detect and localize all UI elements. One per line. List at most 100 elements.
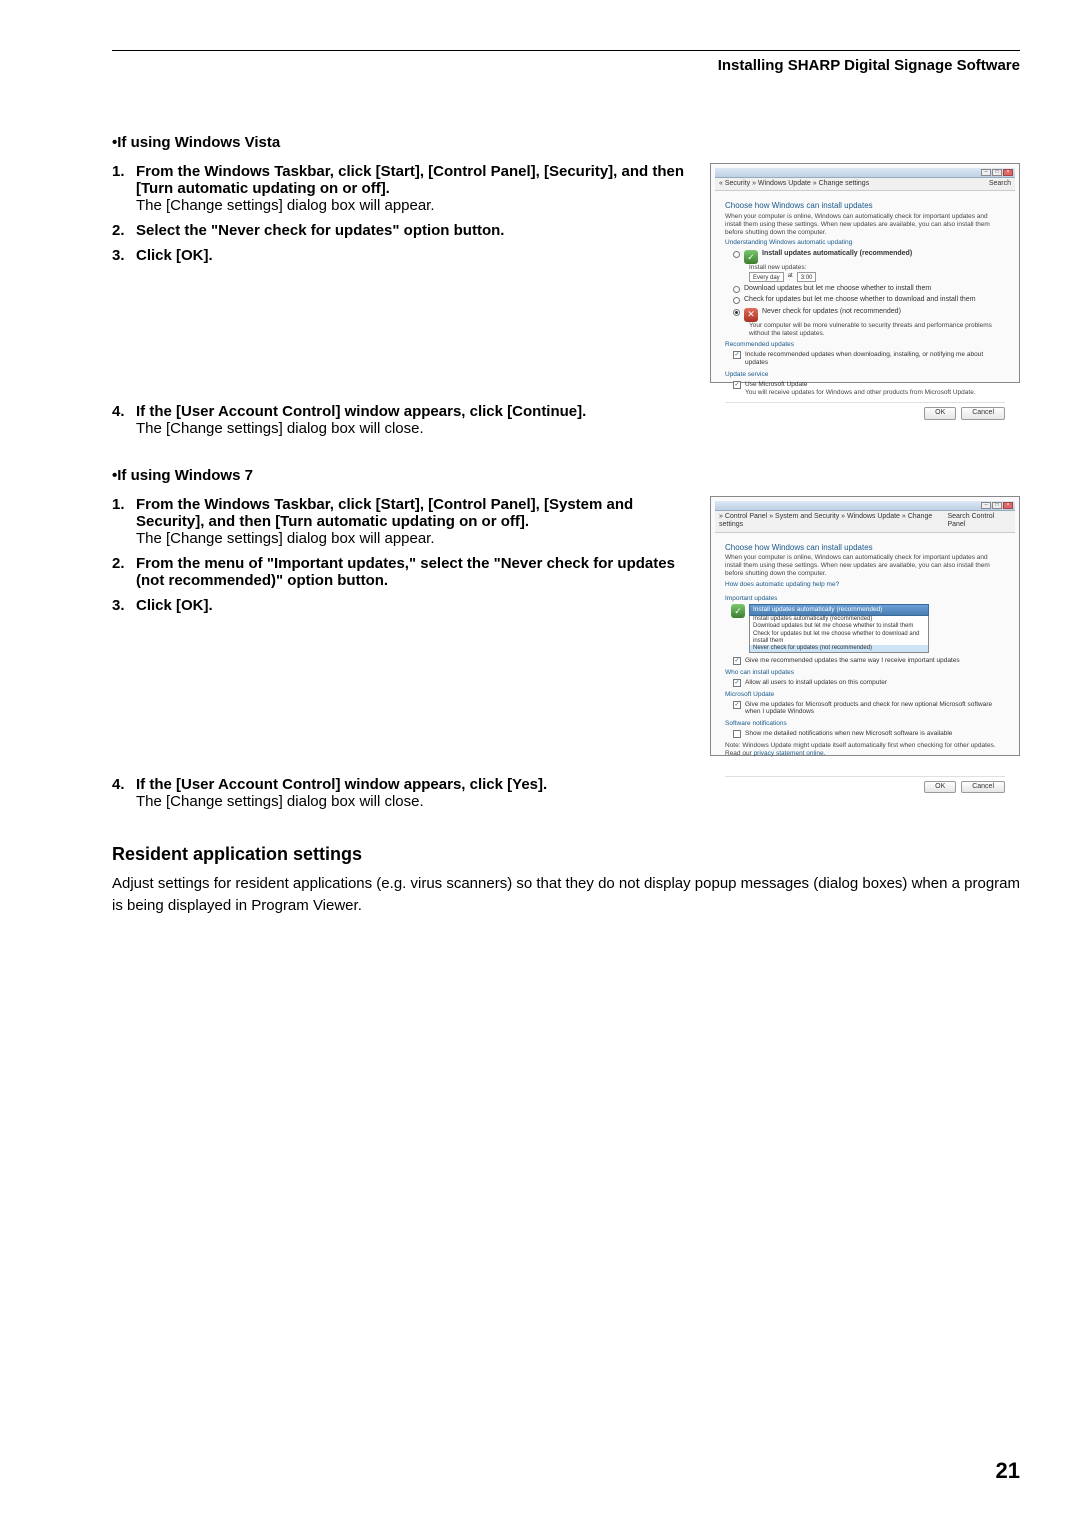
dropdown-item: Check for updates but let me choose whet… bbox=[750, 631, 928, 645]
breadcrumb: » Control Panel » System and Security » … bbox=[715, 511, 1015, 533]
header-rule bbox=[112, 50, 1020, 51]
dialog-buttons: OK Cancel bbox=[725, 776, 1005, 793]
radio-option: Check for updates but let me choose whet… bbox=[733, 296, 1005, 304]
vista-dialog-screenshot: – □ × « Security » Windows Update » Chan… bbox=[710, 163, 1020, 383]
option-sub: You will receive updates for Windows and… bbox=[745, 389, 1005, 397]
list-item: 3. Click [OK]. bbox=[112, 597, 694, 614]
checkbox-label: Show me detailed notifications when new … bbox=[745, 730, 952, 738]
radio-label: Install updates automatically (recommend… bbox=[762, 250, 912, 258]
dropdown-list: Install updates automatically (recommend… bbox=[749, 616, 929, 653]
shield-warning-icon: ✕ bbox=[744, 308, 758, 322]
step-bold: Click [OK]. bbox=[136, 247, 213, 264]
window-titlebar: – □ × bbox=[715, 501, 1015, 511]
dialog-intro: When your computer is online, Windows ca… bbox=[725, 213, 1005, 236]
step-number: 3. bbox=[112, 247, 136, 264]
close-icon: × bbox=[1003, 502, 1013, 509]
maximize-icon: □ bbox=[992, 502, 1002, 509]
radio-label: Download updates but let me choose wheth… bbox=[744, 285, 931, 293]
document-page: Installing SHARP Digital Signage Softwar… bbox=[0, 0, 1080, 1524]
page-header-title: Installing SHARP Digital Signage Softwar… bbox=[112, 57, 1020, 74]
radio-option: ✓ Install updates automatically (recomme… bbox=[733, 250, 1005, 264]
dropdown-item: Never check for updates (not recommended… bbox=[750, 645, 928, 652]
checkbox-icon bbox=[733, 730, 741, 738]
step-number: 1. bbox=[112, 163, 136, 180]
step-number: 4. bbox=[112, 776, 136, 793]
resident-section-title: Resident application settings bbox=[112, 844, 1020, 865]
vista-steps: 1. From the Windows Taskbar, click [Star… bbox=[112, 163, 694, 264]
step-bold: From the Windows Taskbar, click [Start],… bbox=[136, 163, 684, 197]
checkbox-label: Use Microsoft Update bbox=[745, 381, 808, 389]
radio-option: ✕ Never check for updates (not recommend… bbox=[733, 308, 1005, 322]
cancel-button: Cancel bbox=[961, 407, 1005, 419]
checkbox-icon: ✓ bbox=[733, 657, 741, 665]
checkbox-icon: ✓ bbox=[733, 679, 741, 687]
dialog-title: Choose how Windows can install updates bbox=[725, 201, 1005, 211]
section-heading: Microsoft Update bbox=[725, 691, 1005, 699]
checkbox-row: ✓ Allow all users to install updates on … bbox=[733, 679, 1005, 687]
dropdown-item: Download updates but let me choose wheth… bbox=[750, 623, 928, 630]
win7-steps: 1. From the Windows Taskbar, click [Star… bbox=[112, 496, 694, 614]
win7-dialog-screenshot: – □ × » Control Panel » System and Secur… bbox=[710, 496, 1020, 756]
section-heading: Software notifications bbox=[725, 720, 1005, 728]
checkbox-row: ✓ Use Microsoft Update bbox=[733, 381, 1005, 389]
section-heading: Important updates bbox=[725, 595, 1005, 603]
minimize-icon: – bbox=[981, 169, 991, 176]
vista-heading: •If using Windows Vista bbox=[112, 134, 1020, 151]
step-bold: Click [OK]. bbox=[136, 597, 213, 614]
ok-button: OK bbox=[924, 407, 956, 419]
breadcrumb-path: » Control Panel » System and Security » … bbox=[719, 513, 947, 530]
breadcrumb-search: Search bbox=[989, 180, 1011, 188]
resident-body: Adjust settings for resident application… bbox=[112, 873, 1020, 917]
section-heading: Who can install updates bbox=[725, 669, 1005, 677]
section-heading: Update service bbox=[725, 371, 1005, 379]
minimize-icon: – bbox=[981, 502, 991, 509]
step-plain: The [Change settings] dialog box will cl… bbox=[136, 793, 424, 810]
time-select: 3:00 bbox=[797, 272, 817, 282]
step-number: 3. bbox=[112, 597, 136, 614]
important-updates-dropdown: Install updates automatically (recommend… bbox=[749, 604, 929, 616]
option-sub: Your computer will be more vulnerable to… bbox=[749, 322, 1005, 338]
step-bold: If the [User Account Control] window app… bbox=[136, 403, 586, 420]
cancel-button: Cancel bbox=[961, 781, 1005, 793]
checkbox-row: Show me detailed notifications when new … bbox=[733, 730, 1005, 738]
day-select: Every day bbox=[749, 272, 784, 282]
dialog-note-link: privacy statement online bbox=[754, 750, 824, 757]
breadcrumb-search: Search Control Panel bbox=[947, 513, 1011, 530]
step-number: 2. bbox=[112, 222, 136, 239]
dialog-title: Choose how Windows can install updates bbox=[725, 543, 1005, 553]
radio-option: Download updates but let me choose wheth… bbox=[733, 285, 1005, 293]
list-item: 1. From the Windows Taskbar, click [Star… bbox=[112, 496, 694, 547]
dialog-link: How does automatic updating help me? bbox=[725, 581, 1005, 589]
step-bold: Select the "Never check for updates" opt… bbox=[136, 222, 504, 239]
checkbox-icon: ✓ bbox=[733, 701, 741, 709]
radio-icon bbox=[733, 251, 740, 258]
section-heading: Recommended updates bbox=[725, 341, 1005, 349]
radio-icon bbox=[733, 309, 740, 316]
checkbox-label: Give me updates for Microsoft products a… bbox=[745, 701, 1005, 717]
checkbox-icon: ✓ bbox=[733, 351, 741, 359]
dialog-intro: When your computer is online, Windows ca… bbox=[725, 554, 1005, 577]
checkbox-label: Give me recommended updates the same way… bbox=[745, 657, 960, 665]
step-number: 2. bbox=[112, 555, 136, 572]
checkbox-label: Allow all users to install updates on th… bbox=[745, 679, 887, 687]
step-bold: From the Windows Taskbar, click [Start],… bbox=[136, 496, 633, 530]
page-number: 21 bbox=[996, 1458, 1020, 1484]
win7-block: 1. From the Windows Taskbar, click [Star… bbox=[112, 496, 1020, 756]
checkbox-row: ✓ Include recommended updates when downl… bbox=[733, 351, 1005, 367]
checkbox-row: ✓ Give me recommended updates the same w… bbox=[733, 657, 1005, 665]
vista-block: 1. From the Windows Taskbar, click [Star… bbox=[112, 163, 1020, 383]
close-icon: × bbox=[1003, 169, 1013, 176]
radio-icon bbox=[733, 297, 740, 304]
ok-button: OK bbox=[924, 781, 956, 793]
step-number: 4. bbox=[112, 403, 136, 420]
list-item: 2. Select the "Never check for updates" … bbox=[112, 222, 694, 239]
breadcrumb-path: « Security » Windows Update » Change set… bbox=[719, 180, 869, 188]
radio-label: Check for updates but let me choose whet… bbox=[744, 296, 976, 304]
list-item: 2. From the menu of "Important updates,"… bbox=[112, 555, 694, 589]
checkbox-icon: ✓ bbox=[733, 381, 741, 389]
dropdown-item: Install updates automatically (recommend… bbox=[750, 616, 928, 623]
checkbox-row: ✓ Give me updates for Microsoft products… bbox=[733, 701, 1005, 717]
shield-icon: ✓ bbox=[744, 250, 758, 264]
checkbox-label: Include recommended updates when downloa… bbox=[745, 351, 1005, 367]
option-sub: Install new updates: bbox=[749, 264, 1005, 272]
